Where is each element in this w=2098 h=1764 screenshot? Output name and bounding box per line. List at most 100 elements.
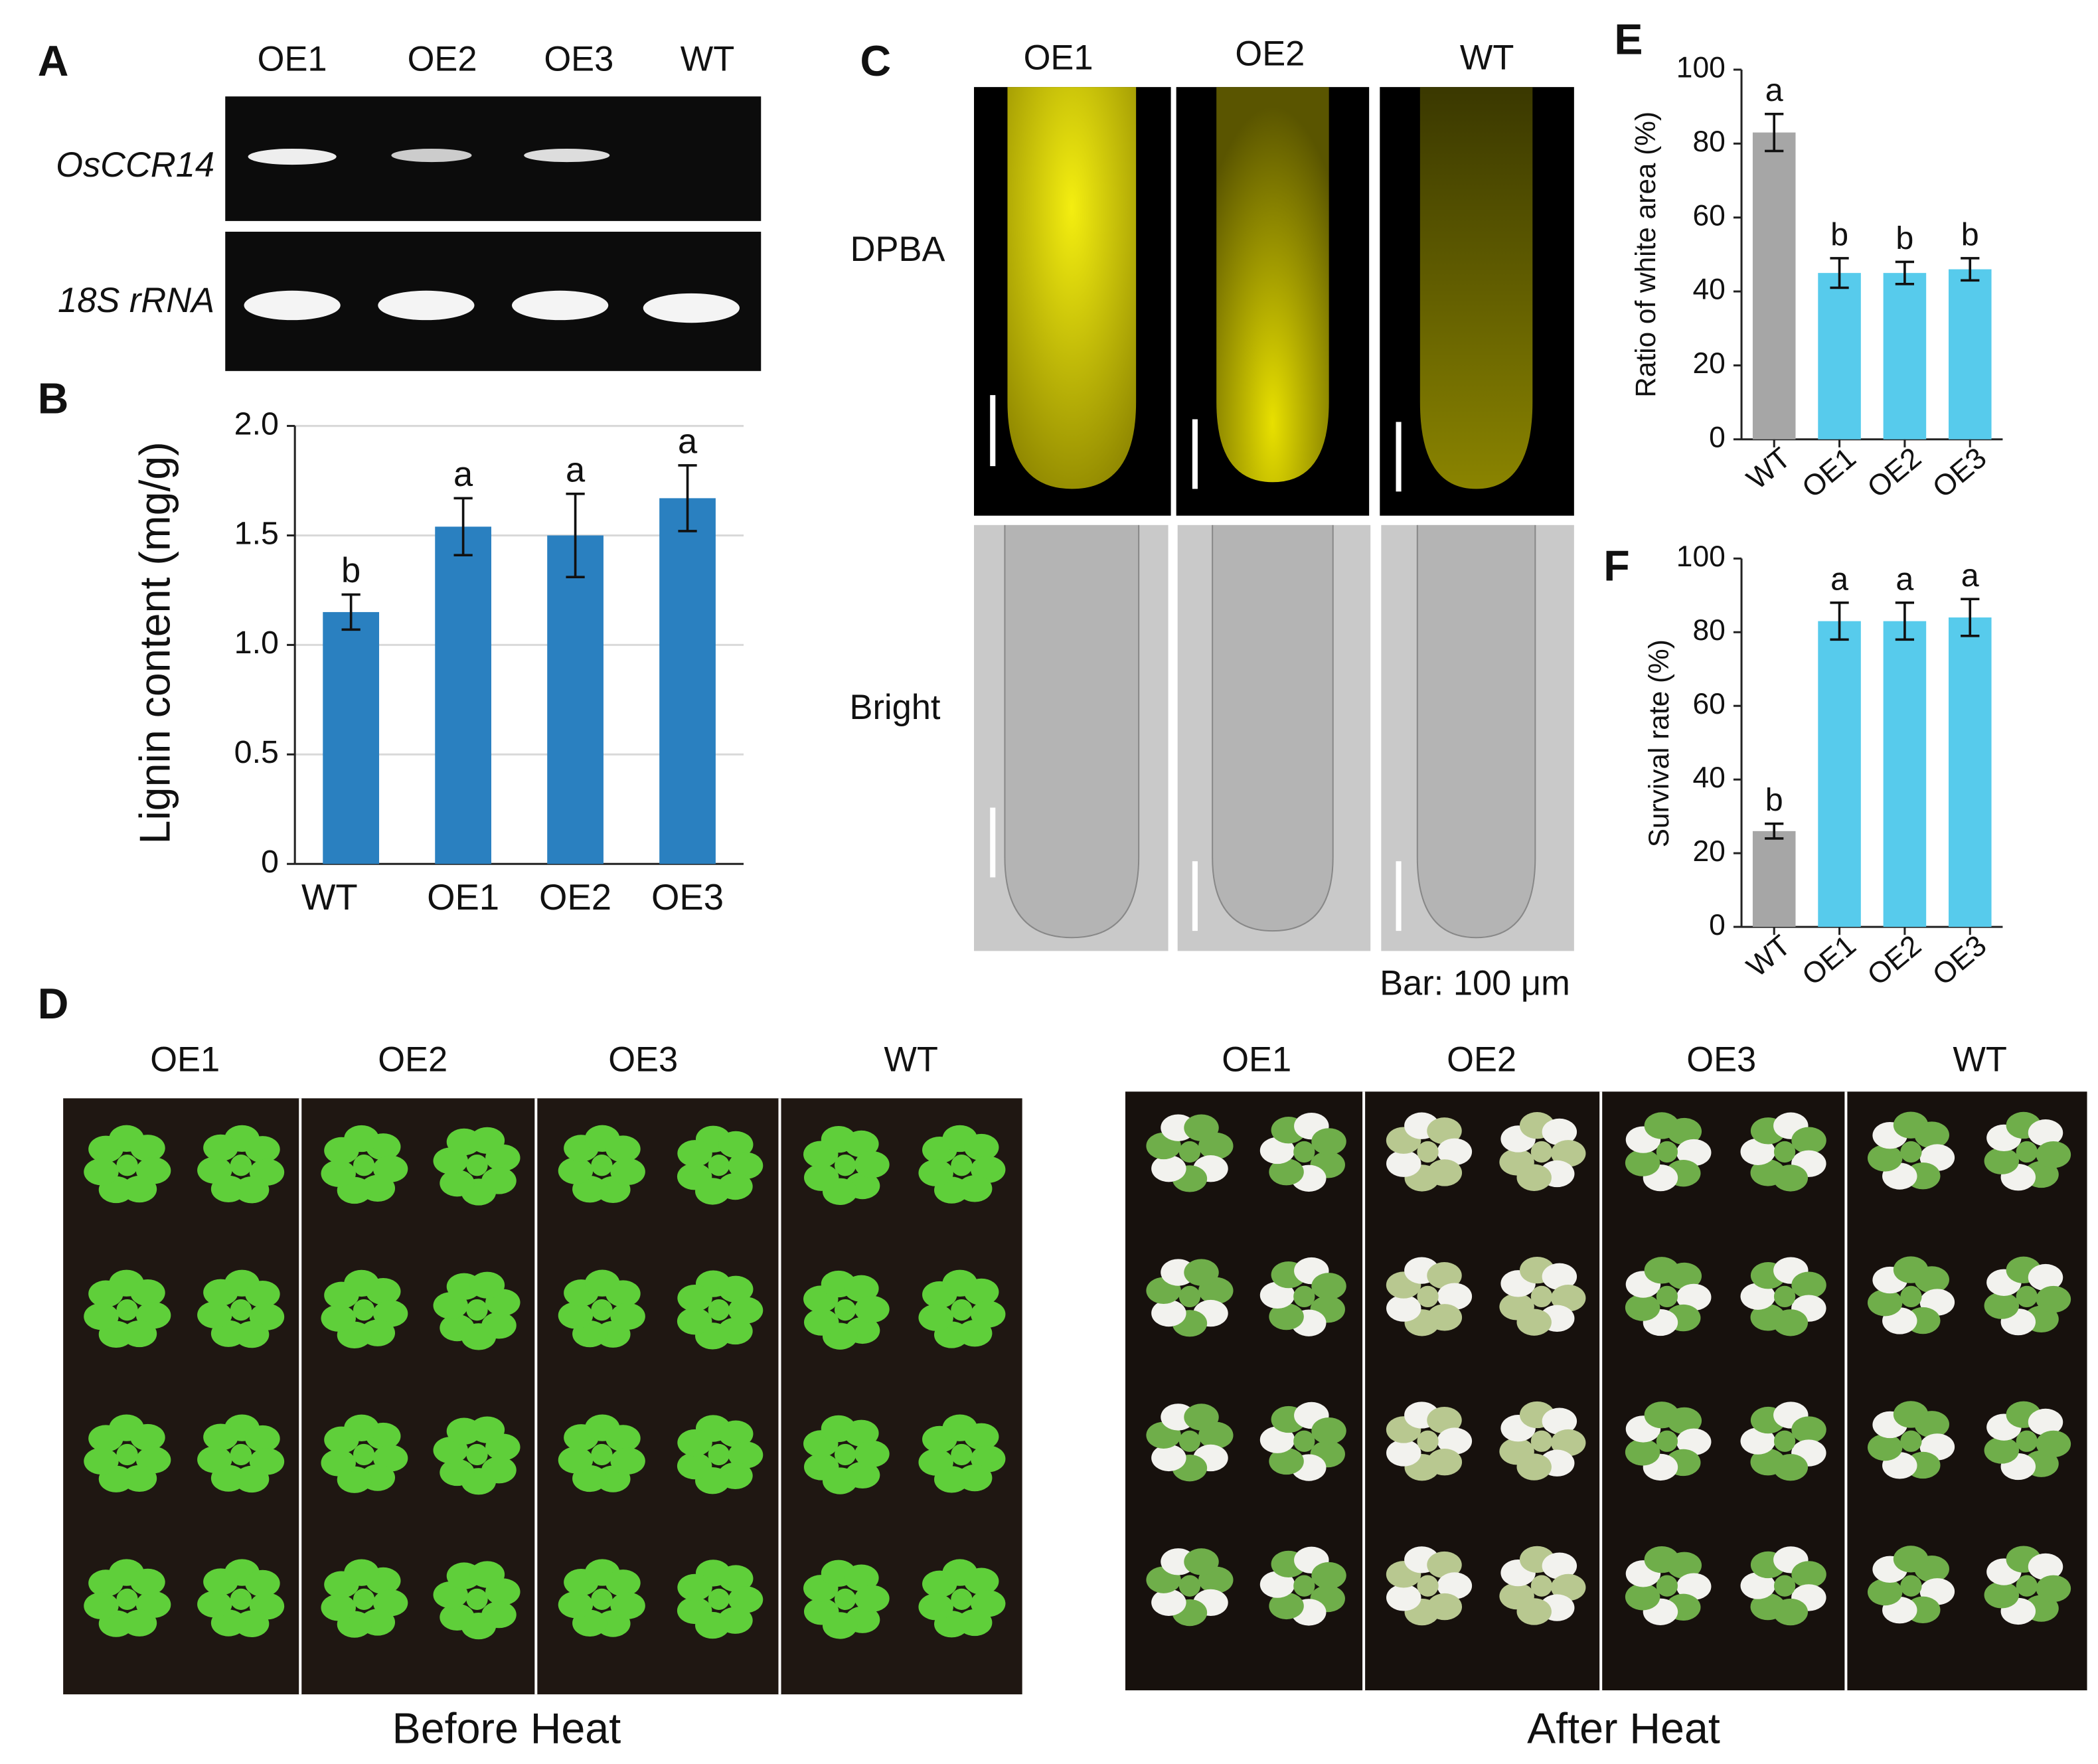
- rosette-center: [1656, 1430, 1678, 1452]
- leaf: [1386, 1584, 1421, 1611]
- leaf: [1773, 1454, 1809, 1481]
- rosette-center: [591, 1155, 613, 1176]
- rosette-center: [1417, 1430, 1439, 1452]
- leaf: [558, 1302, 594, 1329]
- significance-letter: b: [1765, 782, 1783, 818]
- leaf: [1867, 1578, 1903, 1606]
- significance-letter: b: [1896, 220, 1913, 256]
- rosette-center: [1530, 1285, 1553, 1308]
- column-label: OE3: [608, 1041, 678, 1080]
- leaf: [558, 1157, 594, 1184]
- column-label: WT: [884, 1041, 938, 1080]
- leaf: [803, 1598, 839, 1625]
- leaf: [1644, 1257, 1680, 1284]
- leaf: [1984, 1437, 2020, 1464]
- rosette-center: [834, 1443, 856, 1466]
- lane-label: OE2: [408, 40, 477, 79]
- leaf: [1427, 1117, 1462, 1145]
- leaf: [1867, 1145, 1903, 1172]
- leaf: [344, 1269, 379, 1297]
- leaf: [1516, 1164, 1552, 1191]
- leaf: [963, 1278, 999, 1306]
- leaf: [728, 1152, 764, 1179]
- leaf: [1151, 1155, 1186, 1182]
- leaf: [469, 1127, 505, 1155]
- leaf: [84, 1447, 119, 1475]
- leaf: [1893, 1111, 1929, 1139]
- leaf: [677, 1163, 712, 1190]
- y-tick-label: 1.5: [234, 515, 279, 551]
- leaf: [1740, 1427, 1775, 1455]
- rosette-center: [591, 1588, 613, 1610]
- rosette-center: [1293, 1141, 1315, 1163]
- leaf: [2028, 1119, 2063, 1147]
- rosette-center: [1417, 1285, 1439, 1308]
- bar: [1818, 273, 1861, 440]
- leaf: [1516, 1598, 1552, 1625]
- leaf: [321, 1594, 356, 1621]
- bar: [547, 535, 604, 864]
- lane-label: WT: [681, 40, 735, 79]
- y-axis-label: Ratio of white area (%): [1630, 112, 1661, 398]
- leaf: [321, 1305, 356, 1332]
- leaf: [1550, 1429, 1586, 1457]
- leaf: [1311, 1562, 1346, 1589]
- y-tick-label: 1.0: [234, 625, 279, 661]
- x-tick-label: WT: [1741, 441, 1797, 496]
- y-tick-label: 20: [1692, 835, 1725, 868]
- leaf: [854, 1295, 890, 1323]
- leaf: [1427, 1593, 1463, 1621]
- leaf: [1269, 1447, 1304, 1475]
- leaf: [1151, 1299, 1186, 1327]
- leaf: [963, 1423, 999, 1450]
- leaf: [1269, 1159, 1304, 1186]
- leaf: [1984, 1292, 2020, 1319]
- root-outline: [1416, 524, 1536, 939]
- rosette-center: [230, 1588, 252, 1610]
- column-label: WT: [1953, 1041, 2007, 1080]
- column-label: OE3: [1686, 1041, 1756, 1080]
- leaf: [1427, 1159, 1463, 1186]
- leaf: [203, 1134, 238, 1162]
- leaf: [245, 1136, 280, 1163]
- leaf: [605, 1135, 641, 1163]
- y-axis-label: Lignin content (mg/g): [131, 441, 179, 844]
- leaf: [469, 1416, 505, 1443]
- leaf: [854, 1585, 890, 1612]
- significance-letter: b: [1830, 216, 1848, 252]
- leaf: [1437, 1138, 1473, 1165]
- leaf: [728, 1441, 764, 1469]
- column-label: OE2: [1447, 1041, 1516, 1080]
- rosette-center: [834, 1588, 856, 1610]
- rosette-center: [834, 1155, 856, 1176]
- leaf: [677, 1307, 712, 1335]
- leaf: [1550, 1285, 1586, 1312]
- leaf: [1893, 1546, 1929, 1573]
- leaf: [1437, 1427, 1473, 1455]
- rosette-center: [1900, 1430, 1922, 1452]
- rosette-center: [2016, 1285, 2038, 1308]
- rosette-center: [1900, 1285, 1922, 1308]
- x-tick-label: OE2: [539, 877, 611, 918]
- leaf: [1644, 1402, 1680, 1429]
- gel-band: [391, 148, 472, 163]
- y-tick-label: 40: [1692, 762, 1725, 794]
- leaf: [321, 1449, 356, 1477]
- bar: [1948, 617, 1992, 927]
- y-tick-label: 2.0: [234, 406, 279, 441]
- root-fluorescence: [1419, 87, 1533, 489]
- leaf: [1791, 1561, 1826, 1588]
- rosette-center: [116, 1299, 138, 1321]
- leaf: [1151, 1444, 1186, 1472]
- leaf: [203, 1423, 238, 1451]
- leaf: [677, 1284, 712, 1312]
- leaf: [84, 1158, 119, 1186]
- leaf: [440, 1459, 475, 1486]
- leaf: [1259, 1426, 1295, 1453]
- x-tick-label: OE1: [1796, 441, 1862, 505]
- leaf: [1984, 1581, 2020, 1609]
- column-label: OE1: [150, 1041, 220, 1080]
- leaf: [1893, 1256, 1929, 1283]
- leaf: [2036, 1430, 2071, 1458]
- leaf: [2028, 1553, 2063, 1581]
